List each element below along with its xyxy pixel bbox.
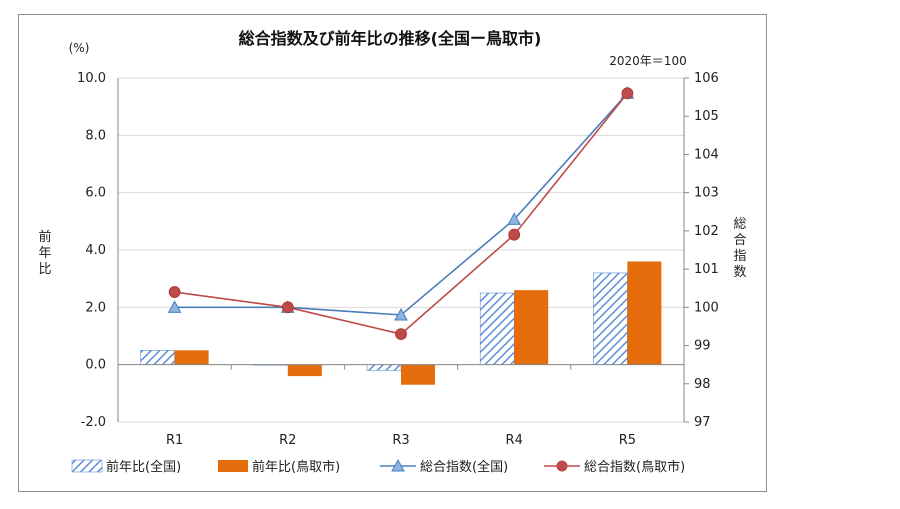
bar (140, 350, 175, 365)
right-axis-title: 総合指数 (733, 217, 746, 280)
series-line (174, 92, 629, 335)
left-tick-label: 4.0 (85, 243, 106, 258)
lines (167, 86, 635, 340)
category-label: R4 (506, 433, 523, 448)
legend-swatch (71, 459, 103, 473)
right-tick-label: 101 (694, 262, 719, 277)
legend-label: 総合指数(全国) (420, 459, 508, 475)
left-tick-label: -2.0 (81, 415, 106, 430)
series-line (174, 92, 628, 316)
right-tick-label: 103 (694, 186, 719, 201)
left-tick-label: 6.0 (85, 186, 106, 201)
bar (366, 364, 402, 371)
line-point (507, 212, 522, 225)
category-label: R5 (619, 433, 636, 448)
axis-title-char: 比 (38, 262, 51, 277)
right-tick-label: 100 (694, 300, 719, 315)
axis-title-char: 合 (733, 233, 746, 248)
legend-label: 前年比(全国) (106, 459, 181, 475)
right-tick-label: 97 (694, 415, 711, 430)
axis-title-char: 年 (38, 246, 51, 261)
right-tick-label: 105 (694, 109, 719, 124)
bar (287, 364, 322, 377)
category-label: R2 (279, 433, 296, 448)
legend: 前年比(全国) 前年比(鳥取市) 総合指数(全国) 総合指数(鳥取市) (71, 458, 685, 475)
line-point (167, 300, 182, 313)
right-tick-label: 106 (694, 71, 719, 86)
axis-title-char: 指 (733, 249, 746, 264)
line-point (281, 301, 294, 314)
bar (401, 364, 435, 385)
bar (627, 261, 662, 365)
right-tick-label: 99 (694, 339, 711, 354)
bar (174, 350, 209, 365)
legend-swatch (218, 460, 248, 472)
axis-title-char: 数 (733, 265, 746, 280)
legend-label: 総合指数(鳥取市) (584, 459, 685, 475)
base-note: 2020年＝100 (609, 54, 686, 68)
bars (140, 261, 662, 385)
left-tick-label: 8.0 (85, 128, 106, 143)
bar (593, 272, 628, 365)
left-tick-label: 10.0 (77, 71, 106, 86)
axes: 10.0 8.0 6.0 4.0 2.0 0.0 -2.0 106 105 104 103 102 10… (77, 71, 719, 448)
category-label: R3 (392, 433, 409, 448)
left-tick-label: 2.0 (85, 300, 106, 315)
bar (514, 290, 549, 365)
legend-label: 前年比(鳥取市) (252, 459, 340, 475)
right-tick-label: 104 (694, 147, 719, 162)
axis-title-char: 総 (733, 217, 746, 232)
line-point (508, 228, 521, 241)
line-point (395, 328, 407, 340)
legend-marker (556, 460, 568, 472)
line-point (394, 307, 408, 321)
chart-title: 総合指数及び前年比の推移(全国ー鳥取市) (239, 29, 542, 48)
category-label: R1 (166, 433, 183, 448)
left-axis-title: 前年比 (38, 229, 51, 277)
right-tick-label: 98 (694, 377, 711, 392)
bar (479, 292, 515, 365)
axis-title-char: 前 (38, 229, 51, 245)
left-unit: (%) (69, 41, 90, 55)
line-point (621, 87, 634, 100)
right-tick-label: 102 (694, 224, 719, 239)
left-tick-label: 0.0 (85, 358, 106, 373)
legend-marker (391, 458, 405, 472)
chart-frame (18, 14, 767, 492)
line-point (168, 286, 181, 298)
